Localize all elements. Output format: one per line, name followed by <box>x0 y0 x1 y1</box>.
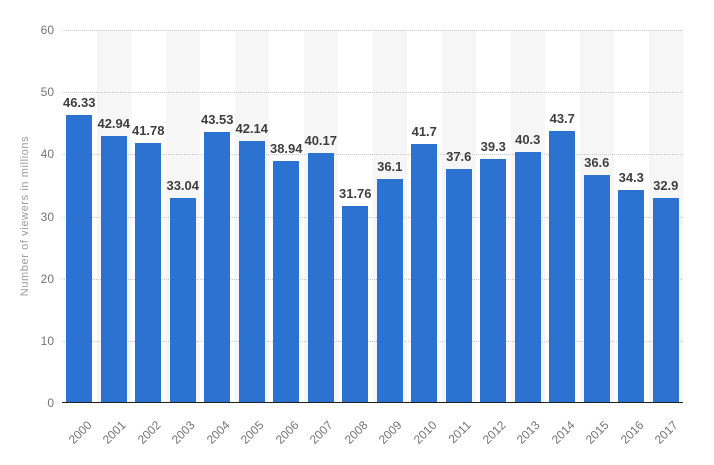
y-tick-label: 0 <box>47 396 54 410</box>
bar-column: 36.6 <box>580 30 615 403</box>
bar-column: 42.94 <box>97 30 132 403</box>
x-tick-label: 2005 <box>237 418 267 447</box>
y-tick-label: 10 <box>40 333 54 348</box>
x-axis-line <box>62 402 683 403</box>
gridline <box>62 340 683 342</box>
bar-column: 41.78 <box>131 30 166 403</box>
x-tick-label: 2012 <box>479 418 509 447</box>
bar-2001[interactable] <box>100 136 127 403</box>
gridline <box>62 278 683 280</box>
gridline <box>62 92 683 94</box>
bar-column: 34.3 <box>614 30 649 403</box>
bar-value-label: 31.76 <box>338 185 372 201</box>
x-tick-label: 2010 <box>410 418 440 447</box>
bar-column: 41.7 <box>407 30 442 403</box>
x-tick-label: 2013 <box>513 418 543 447</box>
bar-column: 38.94 <box>269 30 304 403</box>
bar-2004[interactable] <box>204 132 231 403</box>
bar-2011[interactable] <box>445 169 472 403</box>
y-tick-label: 40 <box>40 147 54 162</box>
x-tick-label: 2016 <box>617 418 647 447</box>
bar-value-label: 43.7 <box>549 111 575 127</box>
gridline <box>62 216 683 218</box>
bar-value-label: 42.94 <box>97 116 131 132</box>
x-tick-label: 2015 <box>582 418 612 447</box>
bar-column: 43.53 <box>200 30 235 403</box>
bar-column: 31.76 <box>338 30 373 403</box>
bar-value-label: 46.33 <box>62 94 96 110</box>
bar-2010[interactable] <box>411 143 438 403</box>
bar-column: 42.14 <box>235 30 270 403</box>
bar-2002[interactable] <box>135 143 162 403</box>
bar-value-label: 38.94 <box>269 140 303 156</box>
y-tick-label: 60 <box>40 23 54 37</box>
y-tick-label: 50 <box>40 85 54 100</box>
bar-value-label: 33.04 <box>166 177 200 193</box>
bar-column: 43.7 <box>545 30 580 403</box>
x-tick-label: 2011 <box>445 418 474 447</box>
bar-value-label: 36.1 <box>377 158 403 174</box>
bar-column: 33.04 <box>166 30 201 403</box>
bar-value-label: 37.6 <box>446 149 472 165</box>
y-tick-label: 20 <box>40 271 54 286</box>
bar-column: 32.9 <box>649 30 684 403</box>
x-tick-label: 2006 <box>272 418 302 447</box>
x-axis: 2000 2001 2002 2003 2004 2005 2006 2007 2008 2009… <box>62 406 683 462</box>
gridline <box>62 30 683 31</box>
bar-2014[interactable] <box>549 131 576 403</box>
x-tick-label: 2000 <box>65 418 95 447</box>
bar-2013[interactable] <box>514 152 541 403</box>
bar-2003[interactable] <box>169 197 196 403</box>
bar-column: 40.17 <box>304 30 339 403</box>
bar-column: 37.6 <box>442 30 477 403</box>
bar-2007[interactable] <box>307 153 334 403</box>
x-tick-label: 2002 <box>134 418 164 447</box>
bar-2016[interactable] <box>618 189 645 403</box>
bar-column: 46.33 <box>62 30 97 403</box>
x-tick-label: 2017 <box>651 418 681 447</box>
plot-area: 46.33 42.94 41.78 33.04 43.53 42.14 38.94 40.17… <box>62 30 683 403</box>
bar-value-label: 39.3 <box>480 138 506 154</box>
bar-2000[interactable] <box>66 114 93 403</box>
bar-value-label: 32.9 <box>653 178 679 194</box>
bar-value-label: 40.17 <box>304 133 338 149</box>
bar-2017[interactable] <box>652 198 679 403</box>
x-tick-label: 2001 <box>99 418 129 447</box>
x-tick-label: 2009 <box>375 418 405 447</box>
y-tick-label: 30 <box>40 209 54 224</box>
bar-value-label: 34.3 <box>618 169 644 185</box>
bar-value-label: 41.78 <box>131 123 165 139</box>
x-tick-label: 2014 <box>548 418 578 447</box>
bar-column: 39.3 <box>476 30 511 403</box>
y-axis: 0 10 20 30 40 50 60 <box>0 23 54 410</box>
bar-value-label: 43.53 <box>200 112 234 128</box>
x-tick-label: 2007 <box>306 418 336 447</box>
bar-value-label: 41.7 <box>411 123 437 139</box>
bar-2012[interactable] <box>480 158 507 403</box>
bar-2009[interactable] <box>376 178 403 403</box>
bar-2008[interactable] <box>342 205 369 403</box>
bar-2005[interactable] <box>238 141 265 403</box>
x-tick-label: 2004 <box>203 418 233 447</box>
x-tick-label: 2003 <box>168 418 198 447</box>
bar-value-label: 42.14 <box>235 121 269 137</box>
bar-2015[interactable] <box>583 175 610 403</box>
bar-value-label: 40.3 <box>515 132 541 148</box>
x-tick-label: 2008 <box>341 418 371 447</box>
bar-value-label: 36.6 <box>584 155 610 171</box>
bar-column: 40.3 <box>511 30 546 403</box>
gridline <box>62 154 683 156</box>
bar-2006[interactable] <box>273 160 300 403</box>
bar-column: 36.1 <box>373 30 408 403</box>
